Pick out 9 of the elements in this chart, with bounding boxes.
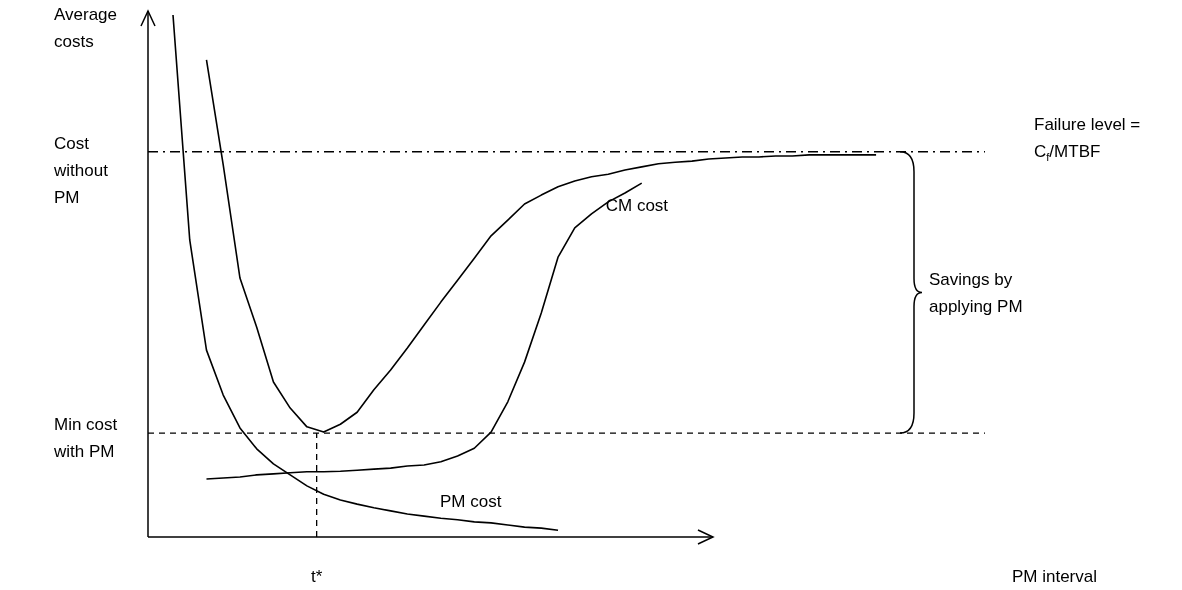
text: t*	[310, 566, 323, 586]
text: PM interval	[1011, 566, 1097, 586]
series-label: PM cost	[440, 491, 502, 511]
text: Cost without PM	[53, 133, 109, 207]
series-label: CM cost	[605, 195, 669, 215]
ref-line-label: Failure level = C$_{f}$/MTBF	[1034, 114, 1141, 163]
text: Savings by applying PM	[929, 269, 1023, 316]
ref-line-label: Min cost with PM	[53, 414, 118, 461]
y-axis-title: Average costs	[54, 4, 118, 51]
